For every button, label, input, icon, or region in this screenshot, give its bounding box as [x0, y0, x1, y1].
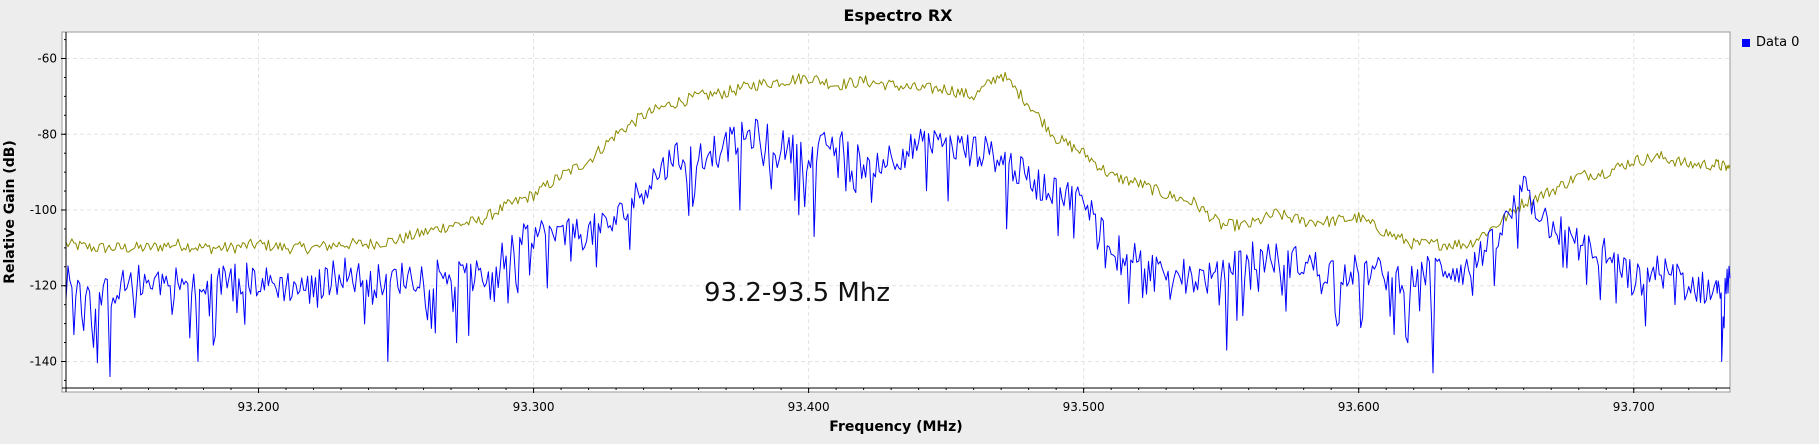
- series-layer: [65, 71, 1731, 378]
- series-line-secondary: [65, 71, 1731, 255]
- legend-label-data-0: Data 0: [1756, 35, 1800, 50]
- legend: Data 0: [1742, 35, 1799, 50]
- x-tick-label: 93.600: [1338, 400, 1380, 414]
- y-tick-label: -120: [30, 279, 57, 293]
- x-axis-label: Frequency (MHz): [829, 419, 962, 435]
- series-line-data-0: [65, 118, 1731, 378]
- legend-swatch: [1742, 38, 1750, 47]
- y-axis-label: Relative Gain (dB): [2, 140, 18, 284]
- y-tick-label: -100: [30, 203, 57, 217]
- plot-frame: [61, 31, 1731, 393]
- x-tick-label: 93.200: [238, 400, 280, 414]
- x-tick-label: 93.300: [513, 400, 555, 414]
- x-tick-label: 93.400: [788, 400, 830, 414]
- y-tick-label: -60: [37, 52, 57, 66]
- grid-lines: [66, 32, 1730, 388]
- chart-title: Espectro RX: [844, 6, 954, 25]
- y-axis-ticks: -60 -80 -100 -120 -140: [30, 39, 66, 381]
- y-tick-label: -140: [30, 354, 57, 368]
- x-axis-ticks: 93.200 93.300 93.400 93.500 93.600 93.700: [65, 388, 1717, 414]
- frequency-annotation: 93.2-93.5 Mhz: [704, 278, 890, 308]
- x-tick-label: 93.700: [1613, 400, 1655, 414]
- y-tick-label: -80: [37, 127, 57, 141]
- x-tick-label: 93.500: [1063, 400, 1105, 414]
